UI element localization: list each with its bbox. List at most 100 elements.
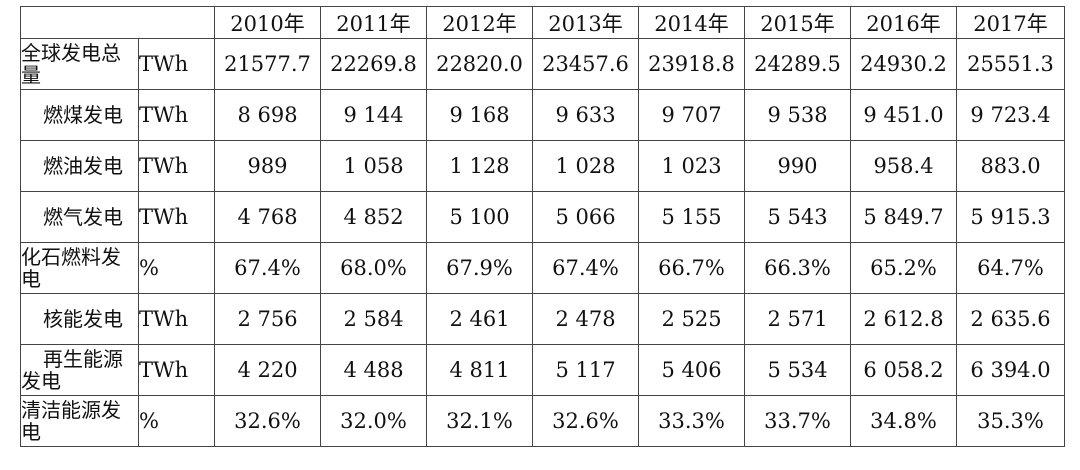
value-cell: 22820.0 [426, 38, 533, 90]
table-row: 清洁能源发电% 32.6% 32.0% 32.1% 32.6% 33.3% 33.7% 34.… [20, 395, 1065, 447]
row-label: 清洁能源发电 [21, 398, 122, 444]
row-label: 核能发电 [43, 307, 123, 331]
value-cell: 2 461 [426, 293, 533, 345]
unit-cell: TWh [138, 293, 215, 345]
value-cell: 4 488 [320, 344, 427, 396]
value-cell: 33.7% [744, 395, 851, 447]
table-row: 燃煤发电 TWh 8 698 9 144 9 168 9 633 9 707 9 538 9 4… [20, 89, 1065, 141]
value-cell: 24930.2 [850, 38, 957, 90]
row-label: 化石燃料发电 [21, 245, 122, 291]
table-row: 核能发电 TWh 2 756 2 584 2 461 2 478 2 525 2 571 2 6… [20, 293, 1065, 345]
value-cell: 2 756 [214, 293, 321, 345]
value-cell: 23918.8 [638, 38, 745, 90]
value-cell: 25551.3 [956, 38, 1065, 90]
value-cell: 5 100 [426, 191, 533, 243]
value-cell: 5 849.7 [850, 191, 957, 243]
row-label-cell: 全球发电总量 [20, 38, 139, 90]
year-header: 2016年 [850, 6, 957, 39]
value-cell: 4 811 [426, 344, 533, 396]
value-cell: 67.9% [426, 242, 533, 294]
value-cell: 2 584 [320, 293, 427, 345]
value-cell: 4 220 [214, 344, 321, 396]
unit-cell: TWh [138, 38, 215, 90]
row-label: 燃煤发电 [43, 103, 123, 127]
value-cell: 5 155 [638, 191, 745, 243]
value-cell: 32.6% [214, 395, 321, 447]
value-cell: 9 538 [744, 89, 851, 141]
value-cell: 2 478 [532, 293, 639, 345]
table-row: 燃气发电 TWh 4 768 4 852 5 100 5 066 5 155 5 543 5 8… [20, 191, 1065, 243]
year-header: 2017年 [956, 6, 1065, 39]
unit-cell: TWh [138, 344, 215, 396]
value-cell: 35.3% [956, 395, 1065, 447]
value-cell: 64.7% [956, 242, 1065, 294]
power-generation-table-container: 2010年 2011年 2012年 2013年 2014年 2015年 2016… [20, 6, 1065, 447]
row-label: 燃油发电 [43, 154, 123, 178]
year-header: 2012年 [426, 6, 533, 39]
value-cell: 67.4% [214, 242, 321, 294]
row-label-cell: 燃气发电 [20, 191, 139, 243]
value-cell: 5 543 [744, 191, 851, 243]
value-cell: 22269.8 [320, 38, 427, 90]
value-cell: 6 394.0 [956, 344, 1065, 396]
power-generation-table: 2010年 2011年 2012年 2013年 2014年 2015年 2016… [20, 6, 1065, 447]
table-row: 燃油发电 TWh 989 1 058 1 128 1 028 1 023 990 958.4 88… [20, 140, 1065, 192]
year-header: 2014年 [638, 6, 745, 39]
unit-cell: TWh [138, 191, 215, 243]
value-cell: 4 768 [214, 191, 321, 243]
value-cell: 65.2% [850, 242, 957, 294]
value-cell: 5 915.3 [956, 191, 1065, 243]
value-cell: 989 [214, 140, 321, 192]
row-label-cell: 化石燃料发电 [20, 242, 139, 294]
unit-cell: % [138, 242, 215, 294]
value-cell: 24289.5 [744, 38, 851, 90]
value-cell: 6 058.2 [850, 344, 957, 396]
value-cell: 32.0% [320, 395, 427, 447]
value-cell: 883.0 [956, 140, 1065, 192]
value-cell: 9 168 [426, 89, 533, 141]
year-header: 2015年 [744, 6, 851, 39]
row-label: 燃气发电 [43, 205, 123, 229]
year-header: 2010年 [214, 6, 321, 39]
table-row: 化石燃料发电% 67.4% 68.0% 67.9% 67.4% 66.7% 66.3% 65.… [20, 242, 1065, 294]
value-cell: 1 058 [320, 140, 427, 192]
value-cell: 1 023 [638, 140, 745, 192]
row-label-cell: 燃油发电 [20, 140, 139, 192]
value-cell: 21577.7 [214, 38, 321, 90]
value-cell: 9 707 [638, 89, 745, 141]
row-label-cell: 燃煤发电 [20, 89, 139, 141]
value-cell: 32.6% [532, 395, 639, 447]
row-label-cell: 核能发电 [20, 293, 139, 345]
year-header: 2013年 [532, 6, 639, 39]
value-cell: 4 852 [320, 191, 427, 243]
value-cell: 5 534 [744, 344, 851, 396]
value-cell: 9 723.4 [956, 89, 1065, 141]
value-cell: 67.4% [532, 242, 639, 294]
value-cell: 66.7% [638, 242, 745, 294]
value-cell: 34.8% [850, 395, 957, 447]
value-cell: 9 451.0 [850, 89, 957, 141]
table-body: 全球发电总量 TWh 21577.7 22269.8 22820.0 23457.6 239… [20, 38, 1065, 447]
unit-cell: TWh [138, 140, 215, 192]
value-cell: 9 633 [532, 89, 639, 141]
value-cell: 9 144 [320, 89, 427, 141]
value-cell: 990 [744, 140, 851, 192]
unit-cell: % [138, 395, 215, 447]
value-cell: 66.3% [744, 242, 851, 294]
row-label-cell: 清洁能源发电 [20, 395, 139, 447]
value-cell: 32.1% [426, 395, 533, 447]
value-cell: 8 698 [214, 89, 321, 141]
row-label: 全球发电总量 [21, 41, 122, 87]
value-cell: 5 066 [532, 191, 639, 243]
header-blank-cell [20, 6, 215, 39]
table-row: 全球发电总量 TWh 21577.7 22269.8 22820.0 23457.6 239… [20, 38, 1065, 90]
value-cell: 5 117 [532, 344, 639, 396]
value-cell: 33.3% [638, 395, 745, 447]
value-cell: 1 128 [426, 140, 533, 192]
header-row: 2010年 2011年 2012年 2013年 2014年 2015年 2016… [20, 6, 1065, 39]
value-cell: 23457.6 [532, 38, 639, 90]
value-cell: 1 028 [532, 140, 639, 192]
value-cell: 958.4 [850, 140, 957, 192]
table-row: 再生能源发电 TWh 4 220 4 488 4 811 5 117 5 406 5 534 6… [20, 344, 1065, 396]
value-cell: 2 525 [638, 293, 745, 345]
